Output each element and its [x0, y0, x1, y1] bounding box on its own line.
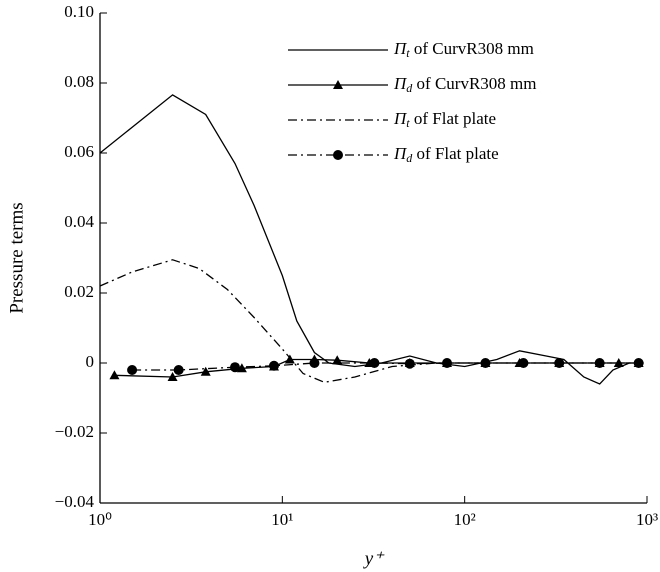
marker	[332, 355, 343, 365]
series	[127, 358, 644, 375]
marker	[441, 358, 452, 368]
marker	[404, 358, 415, 369]
marker	[554, 358, 565, 368]
y-tick-label: 0	[86, 352, 95, 371]
x-tick-label: 10³	[636, 510, 658, 529]
marker	[594, 358, 605, 368]
legend-label: Πt of CurvR308 mm	[393, 39, 534, 60]
marker	[167, 372, 178, 381]
y-tick-label: 0.08	[64, 72, 94, 91]
y-tick-label: −0.04	[55, 492, 95, 511]
marker	[236, 363, 247, 373]
line	[99, 259, 647, 383]
legend-label: Πd of Flat plate	[393, 144, 499, 165]
marker	[518, 358, 529, 368]
marker	[173, 365, 184, 375]
y-axis-label: Pressure terms	[6, 202, 27, 313]
legend-marker	[333, 80, 343, 89]
marker	[369, 358, 380, 368]
y-tick-label: 0.10	[64, 2, 94, 21]
y-tick-label: −0.02	[55, 422, 94, 441]
series	[99, 259, 647, 383]
marker	[480, 358, 491, 368]
series	[99, 94, 630, 385]
x-axis-label: y⁺	[363, 548, 385, 569]
y-tick-label: 0.06	[64, 142, 94, 161]
marker	[200, 366, 211, 376]
marker	[633, 358, 644, 368]
x-tick-label: 10⁰	[88, 510, 112, 529]
y-tick-label: 0.04	[64, 212, 94, 231]
marker	[127, 365, 138, 375]
marker	[268, 360, 279, 371]
marker	[109, 370, 120, 380]
marker	[229, 362, 240, 373]
legend-label: Πd of CurvR308 mm	[393, 74, 536, 95]
x-tick-label: 10¹	[271, 510, 293, 529]
legend-marker	[333, 150, 343, 160]
line	[99, 94, 630, 385]
marker	[284, 354, 295, 364]
x-tick-label: 10²	[454, 510, 476, 529]
marker	[309, 358, 320, 368]
y-tick-label: 0.02	[64, 282, 94, 301]
legend-label: Πt of Flat plate	[393, 109, 496, 130]
